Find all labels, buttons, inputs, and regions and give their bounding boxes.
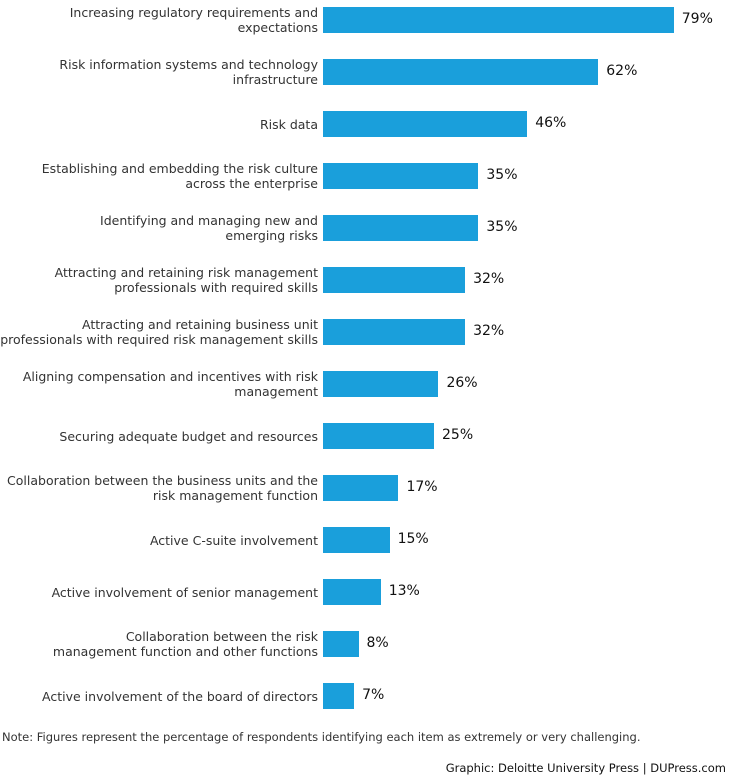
category-label-line: Securing adequate budget and resources — [59, 428, 318, 444]
bar — [323, 371, 439, 397]
category-label: Aligning compensation and incentives wit… — [0, 369, 318, 399]
category-label: Active C-suite involvement — [0, 533, 318, 548]
category-label: Active involvement of senior management — [0, 585, 318, 600]
value-label: 62% — [606, 63, 638, 79]
category-label-line: across the enterprise — [185, 176, 318, 191]
bar — [323, 59, 599, 85]
bar — [323, 267, 466, 293]
category-label-line: Risk information systems and technology — [59, 57, 318, 72]
category-label-line: management function and other functions — [52, 644, 318, 659]
bar — [323, 163, 479, 189]
category-label: Securing adequate budget and resources — [0, 429, 318, 444]
category-label-line: expectations — [237, 20, 318, 35]
value-label: 32% — [473, 271, 505, 287]
category-label-line: Active involvement of senior management — [51, 584, 318, 600]
category-label-line: Active involvement of the board of direc… — [42, 688, 318, 704]
category-label-line: Attracting and retaining business unit — [82, 317, 318, 332]
category-label-line: professionals with required risk managem… — [0, 332, 318, 347]
category-label-line: emerging risks — [225, 228, 318, 243]
value-label: 15% — [397, 531, 429, 547]
bar — [323, 475, 399, 501]
category-label-line: Increasing regulatory requirements and — [69, 5, 318, 20]
value-label: 79% — [681, 11, 713, 27]
category-label-line: infrastructure — [232, 72, 318, 87]
category-label: Collaboration between the risk management… — [0, 629, 318, 659]
category-label: Attracting and retaining business unit pr… — [0, 317, 318, 347]
value-label: 32% — [473, 323, 505, 339]
bar — [323, 423, 434, 449]
category-label: Establishing and embedding the risk cult… — [0, 161, 318, 191]
value-label: 26% — [446, 375, 478, 391]
bar — [323, 319, 466, 345]
category-label-line: management — [234, 384, 318, 399]
value-label: 8% — [366, 635, 389, 651]
bar — [323, 111, 528, 137]
value-label: 17% — [406, 479, 438, 495]
value-label: 25% — [442, 427, 474, 443]
category-label: Increasing regulatory requirements and ex… — [0, 5, 318, 35]
value-label: 7% — [362, 687, 385, 703]
category-label: Risk data — [0, 117, 318, 132]
bar — [323, 7, 674, 33]
category-label-line: Identifying and managing new and — [100, 213, 318, 228]
category-label-line: Collaboration between the risk — [125, 629, 318, 644]
category-label-line: Collaboration between the business units… — [7, 473, 318, 488]
category-label-line: Attracting and retaining risk management — [54, 265, 318, 280]
bar-chart: Increasing regulatory requirements and ex… — [0, 5, 713, 709]
category-label-line: Risk data — [259, 116, 318, 132]
category-label-line: Establishing and embedding the risk cult… — [41, 161, 318, 176]
chart-credit: Graphic: Deloitte University Press | DUP… — [445, 761, 726, 775]
category-label: Collaboration between the business units… — [0, 473, 318, 503]
value-label: 13% — [388, 583, 420, 599]
bar — [323, 215, 479, 241]
bar — [323, 579, 381, 605]
category-label-line: professionals with required skills — [114, 280, 318, 295]
chart-note: Note: Figures represent the percentage o… — [2, 730, 641, 744]
bar — [323, 631, 359, 657]
bar — [323, 683, 355, 709]
category-label-line: Active C-suite involvement — [149, 532, 318, 548]
category-label-line: Aligning compensation and incentives wit… — [22, 369, 318, 384]
value-label: 46% — [535, 115, 567, 131]
category-label: Identifying and managing new and emerging… — [0, 213, 318, 243]
category-label: Attracting and retaining risk management… — [0, 265, 318, 295]
value-label: 35% — [486, 219, 518, 235]
bar — [323, 527, 390, 553]
category-label-line: risk management function — [152, 488, 318, 503]
category-label: Risk information systems and technology i… — [0, 57, 318, 87]
value-label: 35% — [486, 167, 518, 183]
category-label: Active involvement of the board of direc… — [0, 689, 318, 704]
